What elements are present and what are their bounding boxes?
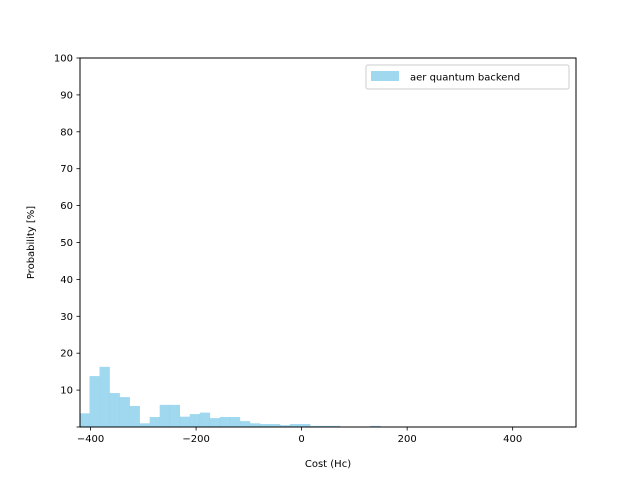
x-tick-label: −200 [182,434,209,445]
histogram-bar [179,416,191,427]
plot-frame [79,57,577,428]
y-tick-label: 100 [54,54,73,65]
y-tick-label: 70 [60,164,73,175]
histogram-bar [189,414,201,427]
x-tick-label: −400 [77,434,104,445]
histogram-bar [269,424,281,427]
y-axis-ticks: 10 20 30 40 50 60 70 80 90 100 [54,54,80,428]
histogram-bar [159,404,171,427]
histogram-bar [300,424,311,427]
histogram-bar [320,425,331,427]
histogram-bar [119,397,130,427]
y-tick-label: 30 [60,312,73,323]
histogram-bar [310,425,321,427]
histogram-bar [219,417,231,427]
histogram-bar [99,366,110,427]
histogram-bar [330,425,341,427]
histogram-bar [279,425,291,427]
x-axis-ticks: −400 −200 0 200 400 [77,427,522,445]
histogram-bar [169,404,181,427]
x-tick-label: 0 [298,434,304,445]
y-tick-label: 80 [60,127,73,138]
histogram-bar [80,413,90,427]
legend-box [365,64,570,90]
histogram-bars [80,366,381,427]
histogram-bar [370,425,381,427]
y-tick-label: 90 [60,90,73,101]
histogram-bar [259,424,271,427]
histogram-bar [109,393,120,427]
legend-label: aer quantum backend [410,73,520,84]
legend: aer quantum backend [365,64,570,90]
y-tick-label: 20 [60,349,73,360]
histogram-bar [129,405,140,427]
y-tick-label: 10 [60,386,73,397]
y-tick-label: 60 [60,201,73,212]
x-tick-label: 400 [503,434,522,445]
histogram-bar [239,421,251,427]
histogram-bar [199,412,211,427]
y-tick-label: 50 [60,238,73,249]
histogram-bar [89,376,100,427]
histogram-bar [209,418,221,427]
x-axis-label: Cost (Hc) [305,459,351,470]
histogram-bar [139,423,150,427]
histogram-bar [249,423,261,427]
legend-swatch [371,71,399,81]
y-axis-label: Probability [%] [26,206,37,279]
histogram-bar [149,417,160,427]
y-tick-label: 40 [60,275,73,286]
histogram-bar [290,424,301,427]
x-tick-label: 200 [398,434,417,445]
histogram-bar [229,417,241,427]
